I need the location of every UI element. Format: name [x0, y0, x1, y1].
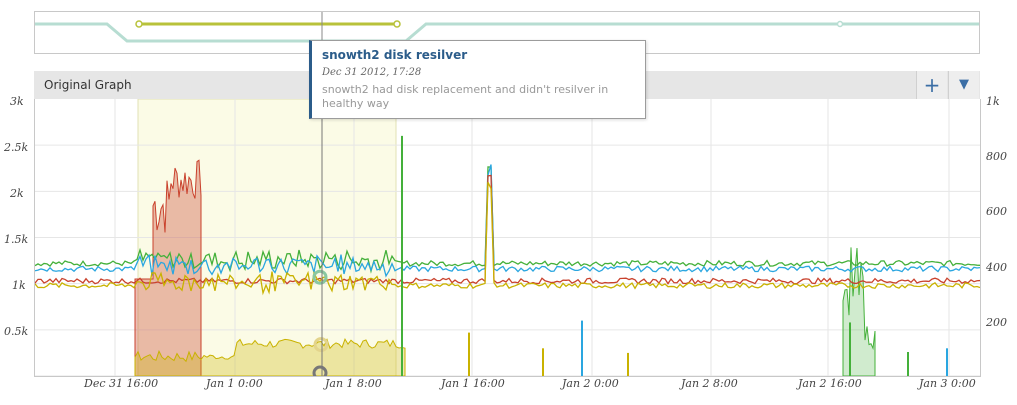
- series-area-yellow: [134, 338, 406, 377]
- right-tick-label: 400: [986, 261, 1007, 274]
- annotation-marker: [313, 337, 329, 353]
- annotation-title: snowth2 disk resilver: [322, 48, 468, 62]
- right-tick-label: 1k: [986, 95, 1000, 108]
- x-tick-label: Jan 1 0:00: [206, 377, 263, 390]
- x-tick-label: Jan 3 0:00: [919, 377, 976, 390]
- x-tick-label: Jan 1 16:00: [441, 377, 505, 390]
- selection-handle-right[interactable]: [393, 20, 401, 28]
- plot-area[interactable]: [34, 98, 981, 381]
- left-tick-label: 3k: [10, 95, 24, 108]
- x-tick-label: Jan 2 16:00: [798, 377, 862, 390]
- right-tick-label: 800: [986, 150, 1007, 163]
- annotation-description: snowth2 had disk replacement and didn't …: [322, 83, 609, 110]
- series-line-green: [34, 166, 981, 274]
- left-tick-label: 2.5k: [4, 141, 29, 154]
- dropdown-menu-button[interactable]: ▼: [948, 71, 979, 99]
- right-tick-label: 200: [986, 316, 1007, 329]
- series-line-blue: [34, 164, 981, 278]
- left-tick-label: 1.5k: [4, 233, 29, 246]
- overview-marker: [836, 20, 844, 28]
- annotation-marker: [312, 269, 328, 285]
- right-tick-label: 600: [986, 205, 1007, 218]
- x-tick-label: Jan 2 8:00: [681, 377, 738, 390]
- left-tick-label: 2k: [10, 187, 24, 200]
- annotation-tooltip: snowth2 disk resilver Dec 31 2012, 17:28…: [309, 40, 646, 119]
- left-tick-label: 0.5k: [4, 325, 29, 338]
- add-button[interactable]: +: [916, 71, 947, 99]
- selection-handle-left[interactable]: [135, 20, 143, 28]
- graph-title: Original Graph: [44, 78, 132, 92]
- overview-graph: [35, 12, 979, 53]
- annotation-date: Dec 31 2012, 17:28: [322, 67, 422, 78]
- left-tick-label: 1k: [12, 279, 26, 292]
- series-line-red: [34, 174, 981, 285]
- series-line-yellow: [34, 182, 981, 296]
- x-tick-label: Jan 1 8:00: [325, 377, 382, 390]
- x-tick-label: Jan 2 0:00: [562, 377, 619, 390]
- x-tick-label: Dec 31 16:00: [84, 377, 159, 390]
- chart-svg: [34, 98, 981, 381]
